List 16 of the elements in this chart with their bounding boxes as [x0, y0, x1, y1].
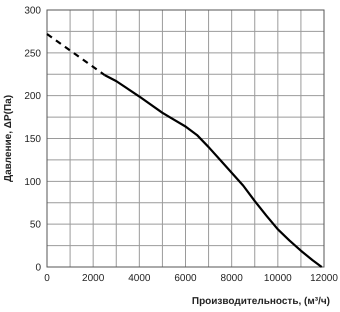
y-tick-label: 300: [24, 6, 42, 16]
y-tick-label: 0: [35, 262, 42, 274]
x-tick-label: 6000: [174, 273, 198, 284]
y-tick-label: 200: [24, 91, 42, 102]
x-tick-label: 12000: [310, 273, 338, 284]
x-tick-label: 10000: [264, 273, 292, 284]
x-tick-label: 8000: [220, 273, 244, 284]
y-tick-label: 50: [30, 220, 42, 231]
x-tick-label: 4000: [128, 273, 151, 284]
y-tick-label: 100: [24, 176, 42, 188]
x-tick-label: 0: [44, 273, 50, 284]
x-tick-label: 2000: [82, 273, 105, 284]
y-axis-title: Давление, ΔP(Па): [3, 94, 14, 182]
x-axis-title: Производительность, (м³/ч): [192, 296, 330, 307]
y-tick-label: 250: [24, 48, 42, 60]
y-tick-label: 150: [24, 134, 42, 145]
